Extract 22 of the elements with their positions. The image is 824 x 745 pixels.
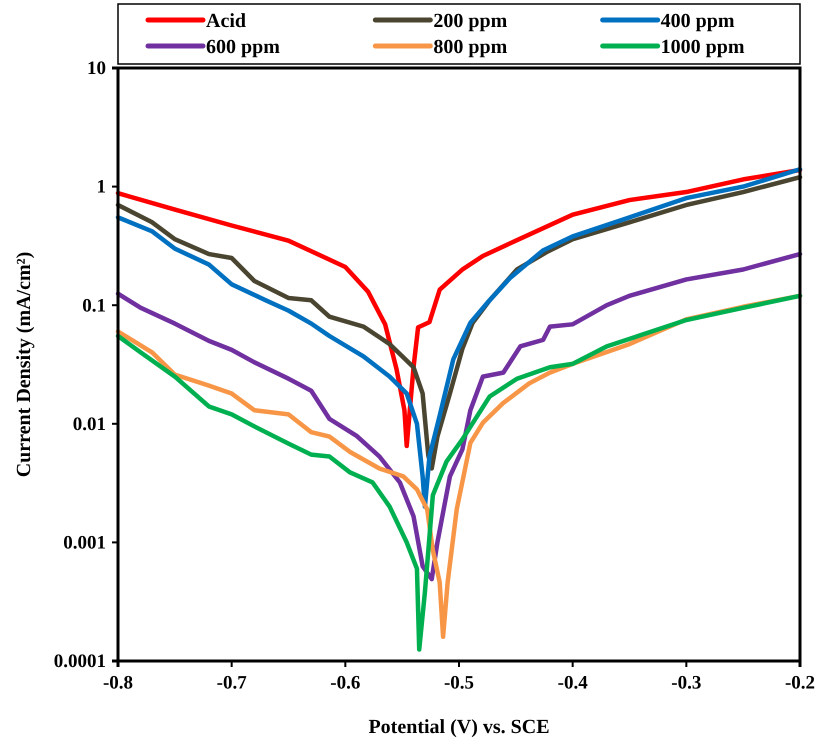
x-tick-label: -0.8: [102, 672, 134, 694]
x-tick-label: -0.2: [784, 672, 816, 694]
x-tick-label: -0.6: [330, 672, 360, 694]
legend-label: Acid: [206, 10, 246, 32]
y-tick-label: 10: [87, 58, 106, 80]
x-tick-label: -0.7: [216, 672, 248, 694]
y-tick-label: 0.01: [72, 414, 106, 435]
legend-label: 1000 ppm: [660, 36, 745, 58]
x-axis-title: Potential (V) vs. SCE: [368, 716, 550, 738]
y-tick-label: 0.001: [63, 532, 106, 554]
legend-label: 600 ppm: [206, 36, 280, 58]
y-tick-label: 0.1: [82, 295, 106, 316]
legend-label: 400 ppm: [660, 10, 735, 32]
line-series: [116, 252, 802, 582]
x-tick-label: -0.3: [671, 672, 702, 694]
y-tick-label: 1: [96, 176, 106, 198]
legend-label: 800 ppm: [433, 36, 508, 58]
x-tick-label: -0.4: [558, 672, 588, 694]
y-tick-label: 0.0001: [54, 651, 106, 672]
y-axis-title: Current Density (mA/cm²): [13, 252, 35, 478]
x-tick-label: -0.5: [444, 672, 474, 694]
legend-label: 200 ppm: [433, 10, 508, 32]
